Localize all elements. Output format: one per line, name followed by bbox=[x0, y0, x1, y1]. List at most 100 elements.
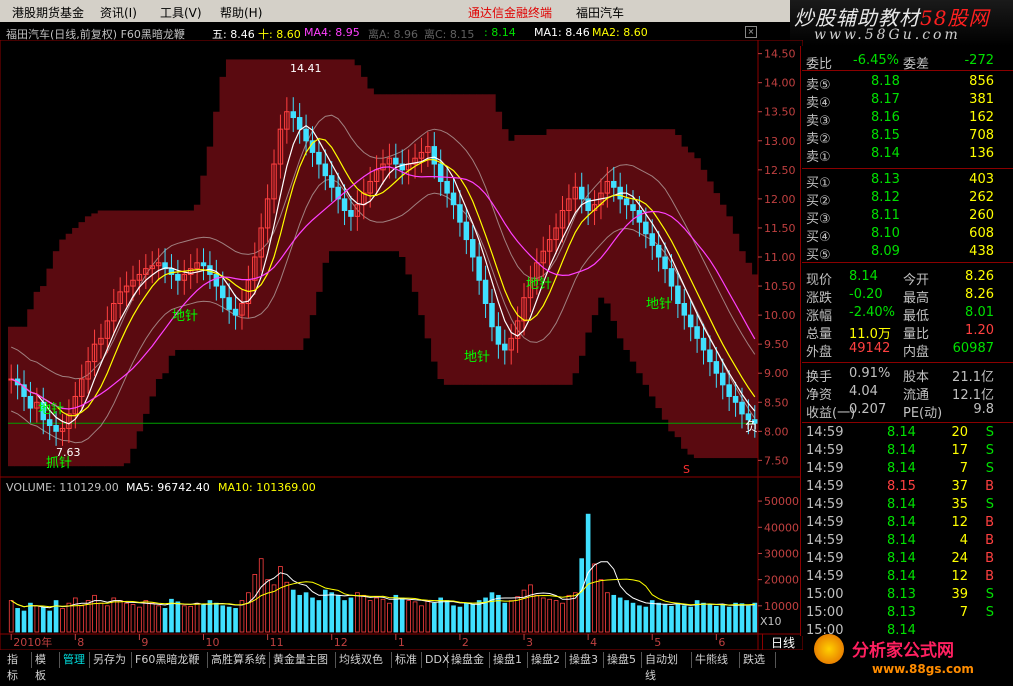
stat-label: 总量 bbox=[806, 327, 833, 342]
candle-body bbox=[271, 163, 277, 200]
date-tick-label: 6 bbox=[718, 636, 725, 649]
stat-row: 涨幅 -2.40% 最低 8.01 bbox=[803, 304, 998, 324]
volume-bar bbox=[137, 606, 142, 633]
tab-9[interactable]: DDX bbox=[422, 652, 449, 668]
tab-11[interactable]: 操盘1 bbox=[490, 652, 528, 668]
stat-value: 49142 bbox=[849, 341, 891, 356]
watermark-88gs-url: www.88gs.com bbox=[872, 662, 974, 676]
tab-12[interactable]: 操盘2 bbox=[528, 652, 566, 668]
volume-bar bbox=[316, 600, 322, 633]
candle-body bbox=[72, 395, 79, 415]
tab-15[interactable]: 自动划线 bbox=[642, 652, 692, 682]
bid-price: 8.09 bbox=[871, 244, 900, 259]
candle-body bbox=[534, 262, 540, 281]
tick-time: 14:59 bbox=[806, 533, 844, 548]
candle-body bbox=[457, 204, 463, 223]
menu-hk-futures[interactable]: 港股期货基金 bbox=[12, 6, 85, 20]
dark-zone-segment bbox=[296, 59, 304, 350]
dark-zone-segment bbox=[129, 210, 137, 449]
dark-zone-segment bbox=[65, 233, 73, 467]
volume-bar bbox=[380, 598, 386, 633]
stat-row: 涨跌 -0.20 最高 8.26 bbox=[803, 286, 998, 306]
dark-zone-segment bbox=[283, 59, 291, 350]
candle-body bbox=[367, 180, 373, 194]
volume-bar bbox=[605, 592, 610, 633]
ask-label: 卖① bbox=[806, 150, 831, 165]
tab-5[interactable]: 高胜算系统 bbox=[208, 652, 270, 668]
weicha-label: 委差 bbox=[903, 57, 930, 72]
dark-zone-segment bbox=[411, 94, 419, 292]
volume-bar bbox=[387, 602, 392, 633]
volume-bar bbox=[124, 602, 129, 633]
candle-body bbox=[399, 163, 405, 171]
tab-0[interactable]: 指标 bbox=[4, 652, 32, 682]
tab-10[interactable]: 操盘金 bbox=[448, 652, 490, 668]
menu-tools[interactable]: 工具(V) bbox=[160, 6, 202, 20]
price-tick-label: 12.00 bbox=[764, 193, 796, 206]
tick-price: 8.14 bbox=[887, 569, 916, 584]
candle-body bbox=[553, 227, 559, 241]
tab-17[interactable]: 跌选 bbox=[740, 652, 776, 668]
tick-side: B bbox=[985, 551, 994, 566]
axes: 14.50 14.00 13.50 13.00 12.50 12.00 11.50 11.00… bbox=[0, 40, 803, 650]
tab-7[interactable]: 均线双色 bbox=[336, 652, 392, 668]
period-label[interactable]: 日线 bbox=[762, 634, 803, 650]
price-tick-label: 14.00 bbox=[764, 77, 796, 90]
candle-body bbox=[187, 268, 194, 275]
webi-row: 委比 -6.45% 委差 -272 bbox=[803, 52, 998, 72]
volume-bar bbox=[521, 589, 527, 633]
volume-bar bbox=[181, 605, 187, 633]
stat-value-2: 8.26 bbox=[965, 287, 994, 302]
volume-bar bbox=[412, 601, 418, 633]
price-tick-label: 14.50 bbox=[764, 48, 796, 61]
stat-label: 现价 bbox=[806, 273, 833, 288]
price-chart[interactable]: 14.50 14.00 13.50 13.00 12.50 12.00 11.50 11.00… bbox=[0, 40, 803, 650]
ask-row: 卖⑤ 8.18 856 bbox=[803, 73, 998, 93]
tick-volume: 17 bbox=[951, 443, 968, 458]
tab-14[interactable]: 操盘5 bbox=[604, 652, 642, 668]
webi-value: -6.45% bbox=[853, 53, 899, 68]
info-value-2: 21.1亿 bbox=[952, 370, 994, 385]
tab-13[interactable]: 操盘3 bbox=[566, 652, 604, 668]
volume-bar bbox=[656, 602, 661, 633]
tab-3[interactable]: 另存为 bbox=[90, 652, 132, 668]
bid-volume: 262 bbox=[969, 190, 994, 205]
volume-bar bbox=[611, 594, 617, 633]
date-tick-label: 5 bbox=[654, 636, 661, 649]
candle-body bbox=[245, 279, 252, 304]
volume-bar bbox=[21, 610, 27, 633]
dark-zone-segment bbox=[328, 59, 336, 252]
volume-bar bbox=[540, 597, 546, 633]
volume-bar bbox=[534, 594, 540, 633]
volume-multiplier: X10 bbox=[760, 615, 782, 628]
candle-body bbox=[578, 186, 585, 200]
bid-label: 买⑤ bbox=[806, 248, 831, 263]
price-tick-label: 11.50 bbox=[764, 222, 796, 235]
info-value: 0.91% bbox=[849, 366, 891, 381]
tick-row: 14:59 8.14 24 B bbox=[803, 550, 998, 568]
tab-2[interactable]: 管理 bbox=[60, 652, 90, 668]
tab-16[interactable]: 牛熊线 bbox=[692, 652, 740, 668]
dark-zone-segment bbox=[713, 193, 721, 459]
info-label: 收益(一) bbox=[806, 406, 856, 421]
close-pane-icon[interactable]: × bbox=[745, 26, 757, 38]
volume-bar bbox=[444, 600, 450, 633]
dark-zone-segment bbox=[482, 94, 490, 385]
info-row: 收益(一) 0.207 PE(动) 9.8 bbox=[803, 401, 998, 421]
ask-volume: 381 bbox=[969, 92, 994, 107]
tab-8[interactable]: 标准 bbox=[392, 652, 422, 668]
menu-info[interactable]: 资讯(I) bbox=[100, 6, 137, 20]
date-tick-label: 4 bbox=[590, 636, 597, 649]
tab-6[interactable]: 黄金量主图 bbox=[270, 652, 336, 668]
candle-body bbox=[559, 210, 566, 229]
tab-1[interactable]: 模板 bbox=[32, 652, 60, 682]
ask-label: 卖⑤ bbox=[806, 78, 831, 93]
candle-body bbox=[322, 163, 329, 177]
tab-4[interactable]: F60黑暗龙鞭 bbox=[132, 652, 208, 668]
menu-help[interactable]: 帮助(H) bbox=[220, 6, 263, 20]
candle-body bbox=[393, 157, 399, 165]
tick-volume: 4 bbox=[959, 533, 968, 548]
flower-logo-icon bbox=[814, 634, 844, 664]
tick-row: 14:59 8.14 12 B bbox=[803, 514, 998, 532]
dark-zone-segment bbox=[78, 222, 86, 467]
